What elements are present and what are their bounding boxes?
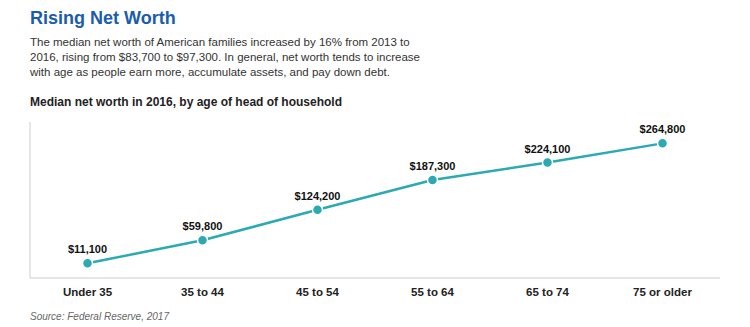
- data-label: $224,100: [525, 143, 571, 155]
- marker: [543, 158, 553, 168]
- x-tick-label: 55 to 64: [411, 286, 454, 298]
- data-label: $187,300: [410, 160, 456, 172]
- subtitle: The median net worth of American familie…: [29, 36, 420, 78]
- x-tick-label: 65 to 74: [526, 286, 569, 298]
- chart-label: Median net worth in 2016, by age of head…: [30, 95, 342, 109]
- subtitle-line: The median net worth of American familie…: [30, 36, 410, 48]
- subtitle-line: with age as people earn more, accumulate…: [29, 66, 390, 78]
- subtitle-line: 2016, rising from $83,700 to $97,300. In…: [30, 51, 420, 63]
- x-tick-label: 35 to 44: [181, 286, 224, 298]
- marker: [428, 175, 438, 185]
- data-label: $11,100: [68, 243, 107, 255]
- chart-svg: Rising Net Worth The median net worth of …: [0, 0, 750, 327]
- data-label: $124,200: [295, 190, 341, 202]
- background: [0, 0, 750, 327]
- x-axis-line: [30, 278, 720, 279]
- x-tick-label: 75 or older: [633, 286, 692, 298]
- data-label: $59,800: [183, 220, 223, 232]
- x-tick-label: Under 35: [63, 286, 113, 298]
- marker: [313, 205, 323, 215]
- data-label: $264,800: [640, 123, 686, 135]
- plot-marks: [83, 138, 668, 268]
- page: {"chart_data": { "type": "line", "title"…: [0, 0, 750, 327]
- y-axis-line: [30, 122, 31, 278]
- chart-container: Rising Net Worth The median net worth of …: [0, 0, 750, 327]
- line: [88, 143, 663, 263]
- marker: [83, 258, 93, 268]
- title: Rising Net Worth: [30, 8, 176, 28]
- x-tick-label: 45 to 54: [296, 286, 339, 298]
- marker: [198, 235, 208, 245]
- marker: [658, 138, 668, 148]
- source: Source: Federal Reserve, 2017: [30, 311, 169, 322]
